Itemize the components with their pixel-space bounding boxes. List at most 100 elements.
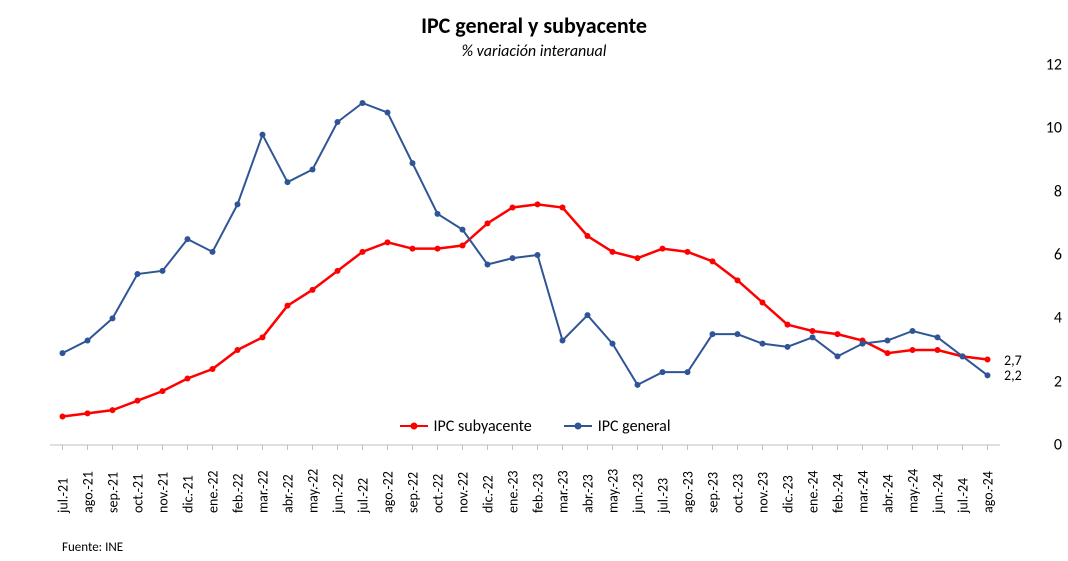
series-marker — [260, 334, 266, 340]
x-tick-label: sep.-23 — [704, 472, 721, 513]
x-tick-label: feb.-22 — [229, 474, 246, 513]
series-marker — [410, 160, 416, 166]
series-marker — [860, 341, 866, 347]
series-line-1 — [63, 103, 988, 385]
series-marker — [135, 271, 141, 277]
legend-label: IPC subyacente — [434, 417, 532, 436]
series-marker — [310, 167, 316, 173]
series-marker — [435, 211, 441, 217]
series-marker — [185, 376, 191, 382]
x-tick-label: sep.-22 — [404, 472, 421, 513]
x-tick-label: oct.-23 — [729, 474, 746, 513]
x-tick-label: ene.-24 — [804, 470, 821, 513]
y-tick-label: 12 — [1046, 56, 1062, 75]
series-marker — [935, 347, 941, 353]
series-marker — [185, 236, 191, 242]
chart-subtitle: % variación interanual — [0, 42, 1068, 61]
end-label-subyacente: 2,7 — [1004, 352, 1022, 369]
x-tick-label: feb.-23 — [529, 474, 546, 513]
x-tick-label: jul.-21 — [54, 478, 71, 513]
series-marker — [985, 357, 991, 363]
end-label-general: 2,2 — [1004, 367, 1022, 384]
series-marker — [160, 388, 166, 394]
legend: IPC subyacente IPC general — [50, 413, 1020, 436]
x-tick-label: jul.-24 — [954, 478, 971, 513]
x-tick-label: jun.-22 — [329, 474, 346, 513]
x-tick-label: nov.-21 — [154, 472, 171, 513]
legend-item: IPC general — [564, 417, 671, 436]
series-marker — [110, 315, 116, 321]
series-marker — [160, 268, 166, 274]
series-marker — [610, 249, 616, 255]
series-marker — [310, 287, 316, 293]
series-marker — [585, 233, 591, 239]
x-tick-label: ago.-22 — [379, 471, 396, 513]
x-tick-label: ago.-21 — [79, 471, 96, 513]
series-marker — [510, 205, 516, 211]
series-marker — [410, 246, 416, 252]
x-tick-label: jun.-24 — [929, 474, 946, 513]
series-marker — [210, 249, 216, 255]
series-marker — [335, 119, 341, 125]
series-marker — [835, 331, 841, 337]
series-marker — [910, 347, 916, 353]
x-tick-label: mar.-24 — [854, 470, 871, 513]
series-marker — [660, 369, 666, 375]
series-marker — [285, 303, 291, 309]
x-tick-label: mar.-23 — [554, 470, 571, 513]
series-marker — [560, 205, 566, 211]
series-marker — [510, 255, 516, 261]
series-marker — [285, 179, 291, 185]
legend-marker — [564, 425, 592, 427]
series-marker — [585, 312, 591, 318]
series-marker — [660, 246, 666, 252]
series-marker — [835, 353, 841, 359]
x-axis-labels: jul.-21ago.-21sep.-21oct.-21nov.-21dic.-… — [50, 445, 1020, 535]
x-tick-label: ene.-23 — [504, 470, 521, 513]
chart-container: IPC general y subyacente % variación int… — [0, 0, 1068, 561]
y-tick-label: 8 — [1054, 182, 1062, 201]
series-marker — [635, 255, 641, 261]
series-marker — [460, 227, 466, 233]
series-marker — [735, 331, 741, 337]
series-marker — [785, 344, 791, 350]
series-marker — [760, 300, 766, 306]
series-marker — [60, 350, 66, 356]
series-marker — [885, 338, 891, 344]
series-marker — [935, 334, 941, 340]
plot-area: IPC subyacente IPC general — [50, 65, 1020, 445]
x-tick-label: oct.-21 — [129, 474, 146, 513]
series-marker — [135, 398, 141, 404]
y-tick-label: 4 — [1054, 309, 1062, 328]
x-tick-label: dic.-23 — [779, 475, 796, 513]
series-marker — [210, 366, 216, 372]
legend-label: IPC general — [598, 417, 671, 436]
x-tick-label: ene.-22 — [204, 470, 221, 513]
x-tick-label: feb.-24 — [829, 474, 846, 513]
series-marker — [710, 258, 716, 264]
series-marker — [635, 382, 641, 388]
y-tick-label: 0 — [1054, 436, 1062, 455]
series-marker — [235, 201, 241, 207]
series-marker — [710, 331, 716, 337]
x-tick-label: abr.-24 — [879, 474, 896, 513]
x-tick-label: jul.-22 — [354, 478, 371, 513]
y-tick-label: 6 — [1054, 246, 1062, 265]
x-tick-label: may.-23 — [604, 469, 621, 513]
series-marker — [910, 328, 916, 334]
legend-item: IPC subyacente — [400, 417, 532, 436]
series-marker — [885, 350, 891, 356]
x-tick-label: dic.-22 — [479, 475, 496, 513]
series-marker — [260, 132, 266, 138]
series-marker — [610, 341, 616, 347]
series-marker — [760, 341, 766, 347]
plot-svg — [50, 65, 1020, 445]
series-marker — [360, 100, 366, 106]
x-tick-label: jul.-23 — [654, 478, 671, 513]
x-tick-label: oct.-22 — [429, 474, 446, 513]
series-marker — [560, 338, 566, 344]
series-marker — [385, 110, 391, 116]
y-tick-label: 2 — [1054, 372, 1062, 391]
x-tick-label: may.-22 — [304, 469, 321, 513]
y-tick-label: 10 — [1046, 119, 1062, 138]
